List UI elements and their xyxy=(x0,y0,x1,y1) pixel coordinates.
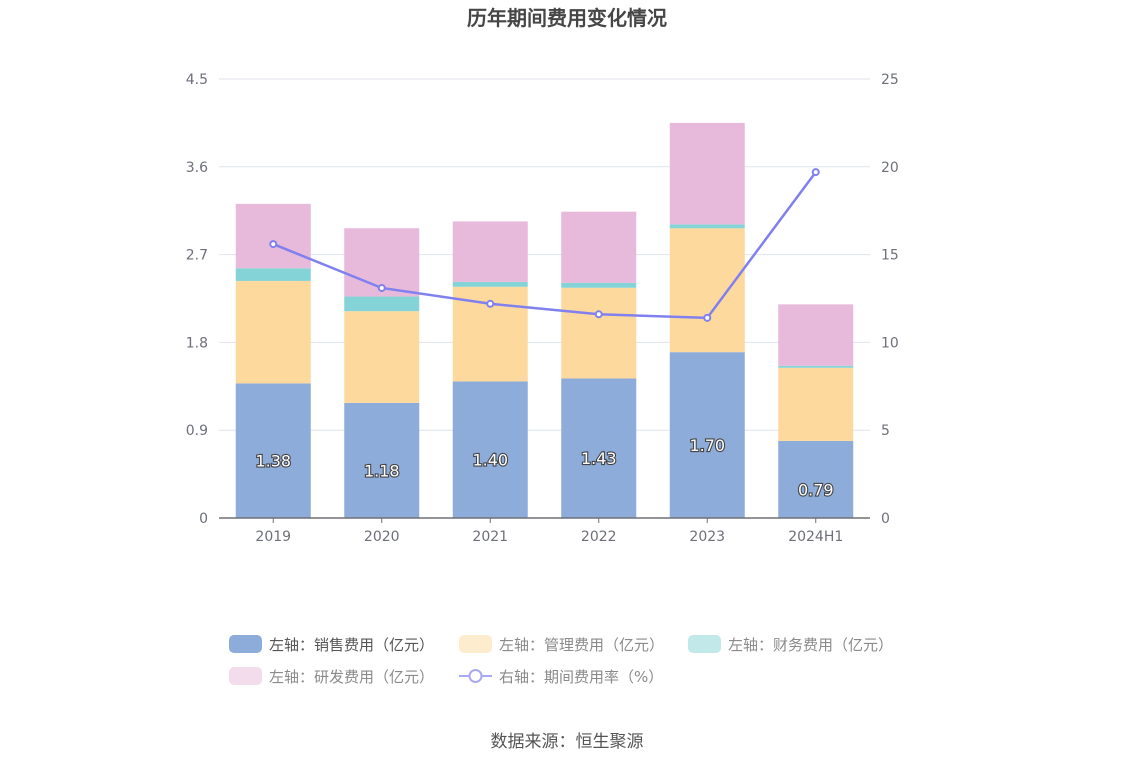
rate-point xyxy=(377,283,386,292)
bar-value-label: 0.79 xyxy=(798,480,834,499)
bar-segment xyxy=(669,352,745,518)
right-tick-label: 20 xyxy=(881,160,899,176)
bar-segment xyxy=(561,378,637,518)
legend-item-label: 左轴：财务费用（亿元） xyxy=(728,636,893,654)
bar-segment xyxy=(452,281,528,287)
left-tick-label: 1.8 xyxy=(186,335,208,351)
right-tick-label: 0 xyxy=(881,511,890,527)
bar-segment xyxy=(235,383,311,518)
bar-segment xyxy=(344,296,420,312)
bar-value-label: 1.43 xyxy=(581,449,617,468)
rate-point xyxy=(594,310,603,319)
bar-segment xyxy=(778,440,854,518)
bar-segment xyxy=(561,287,637,379)
bar-segment xyxy=(235,280,311,384)
grid-lines xyxy=(219,78,870,431)
legend-item-label: 左轴：销售费用（亿元） xyxy=(269,636,434,654)
right-tick-label: 25 xyxy=(881,72,899,88)
bar-segment xyxy=(778,365,854,368)
x-tick-label: 2021 xyxy=(472,529,508,545)
legend-swatch xyxy=(229,667,262,685)
x-tick-label: 2023 xyxy=(689,529,725,545)
rate-point xyxy=(269,240,278,249)
source-note: 数据来源：恒生聚源 xyxy=(491,732,644,752)
bar-segment xyxy=(669,228,745,353)
right-tick-label: 5 xyxy=(881,423,890,439)
chart-title: 历年期间费用变化情况 xyxy=(467,6,667,30)
x-tick-label: 2020 xyxy=(364,529,400,545)
rate-point xyxy=(703,313,712,322)
right-tick-label: 15 xyxy=(881,248,899,264)
bar-segment xyxy=(778,304,854,366)
right-axis: 0 5 10 15 20 25 xyxy=(881,72,899,527)
legend-swatch xyxy=(688,635,721,653)
left-axis: 0 0.9 1.8 2.7 3.6 4.5 xyxy=(186,72,208,527)
legend-item-label: 左轴：研发费用（亿元） xyxy=(269,668,434,686)
legend-item-label: 左轴：管理费用（亿元） xyxy=(499,636,664,654)
legend-line-icon xyxy=(468,669,483,683)
left-tick-label: 4.5 xyxy=(186,72,208,88)
x-tick-label: 2022 xyxy=(581,529,617,545)
bar-value-label: 1.18 xyxy=(364,461,400,480)
legend: 左轴：销售费用（亿元） 左轴：管理费用（亿元） 左轴：财务费用（亿元） 左轴：研发费用… xyxy=(229,635,893,686)
rate-line xyxy=(269,168,820,322)
bar-value-label: 1.70 xyxy=(689,436,725,455)
bars: 1.38 1.18 1.40 1.43 1.70 0.79 xyxy=(235,122,854,518)
bar-segment xyxy=(452,221,528,282)
bar-segment xyxy=(561,211,637,283)
bar-segment xyxy=(235,203,311,269)
bar-segment xyxy=(344,402,420,518)
x-axis: 2019 2020 2021 2022 2023 2024H1 xyxy=(255,518,843,545)
rate-line-path xyxy=(272,171,817,320)
left-tick-label: 0 xyxy=(199,511,208,527)
right-tick-label: 10 xyxy=(881,335,899,351)
rate-point xyxy=(486,299,495,308)
bar-segment xyxy=(669,224,745,229)
bar-value-label: 1.40 xyxy=(472,451,508,470)
left-tick-label: 3.6 xyxy=(186,160,208,176)
bar-value-label: 1.38 xyxy=(255,452,291,471)
bar-segment xyxy=(561,282,637,288)
legend-swatch xyxy=(459,635,492,653)
rate-point xyxy=(811,168,820,177)
left-tick-label: 2.7 xyxy=(186,248,208,264)
x-tick-label: 2024H1 xyxy=(788,529,843,545)
legend-item-label: 右轴：期间费用率（%） xyxy=(499,668,663,686)
bar-segment xyxy=(344,311,420,403)
bar-segment xyxy=(778,367,854,441)
x-tick-label: 2019 xyxy=(255,529,291,545)
bar-segment xyxy=(235,268,311,281)
left-tick-label: 0.9 xyxy=(186,423,208,439)
bar-segment xyxy=(452,381,528,518)
legend-swatch xyxy=(229,635,262,653)
bar-segment xyxy=(669,122,745,225)
